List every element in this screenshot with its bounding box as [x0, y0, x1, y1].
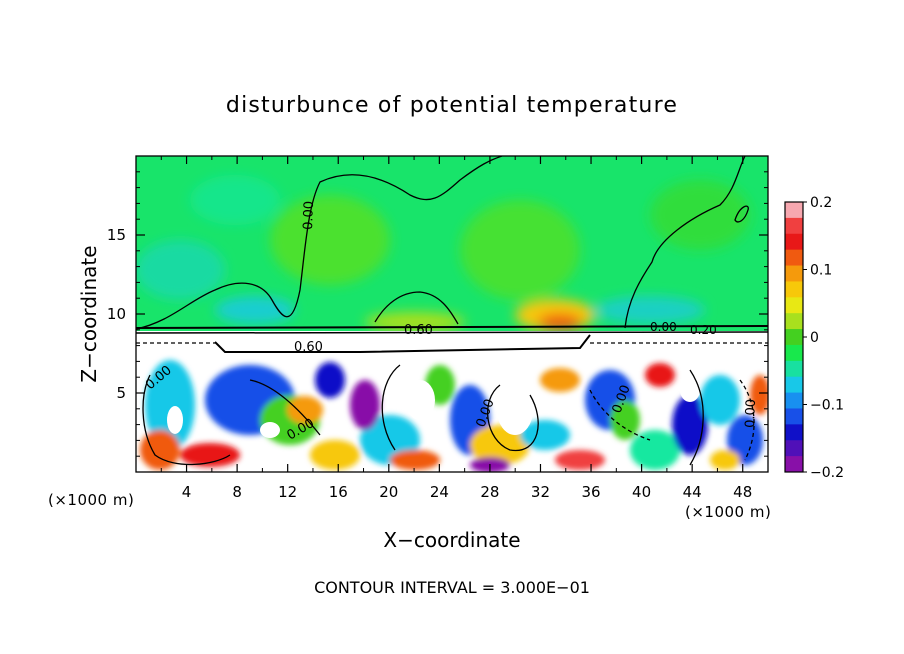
colorbar: [784, 201, 804, 473]
colorbar-tick-label: 0.2: [810, 195, 832, 211]
y-tick-label: 10: [107, 305, 126, 323]
saturated-band: [136, 331, 768, 357]
colorbar-swatch: [785, 376, 803, 394]
contour-zero-upper: [136, 156, 503, 330]
contour-interval-note: CONTOUR INTERVAL = 3.000E−01: [314, 578, 590, 597]
contour-060-lower: [214, 334, 591, 353]
x-tick-label: 20: [379, 483, 398, 501]
x-tick-label: 12: [278, 483, 297, 501]
colorbar-swatch: [785, 249, 803, 267]
colorbar-swatch: [785, 329, 803, 346]
contour-bottom-band-2: [136, 331, 768, 334]
colorbar-swatch: [785, 424, 803, 441]
contour-eddy-5: [589, 389, 651, 441]
colorbar-swatch: [785, 217, 803, 235]
y-tick-label: 15: [107, 226, 126, 244]
colorbar-tick-label: −0.2: [810, 465, 844, 481]
y-axis-title: Z−coordinate: [77, 245, 101, 382]
contour-zero-hump: [374, 291, 459, 325]
y-axis: 5 10 15: [107, 171, 768, 457]
colorbar-swatch: [785, 456, 803, 473]
x-axis-title: X−coordinate: [383, 528, 520, 552]
contour-label: 0.60: [294, 340, 323, 355]
colorbar-swatch: [785, 408, 803, 425]
x-unit-label-right: (×1000 m): [685, 503, 771, 521]
contour-label: 0.00: [743, 399, 759, 428]
x-tick-label: 32: [531, 483, 550, 501]
y-tick-label: 5: [116, 384, 126, 402]
colorbar-tick-label: 0.1: [810, 263, 832, 279]
eddy-cores: [167, 378, 700, 438]
contour-eddy-1: [142, 374, 231, 466]
x-tick-label: 28: [480, 483, 499, 501]
colorbar-swatch: [785, 265, 803, 282]
x-tick-label: 4: [182, 483, 192, 501]
contour-lines: [136, 156, 768, 466]
x-tick-label: 48: [733, 483, 752, 501]
colorbar-swatch: [785, 297, 803, 314]
contour-zero-right: [624, 156, 746, 329]
x-tick-label: 44: [683, 483, 702, 501]
contour-zero-cell: [734, 205, 749, 223]
colorbar-swatch: [785, 233, 803, 251]
colorbar-labels: 0.2 0.1 0 −0.1 −0.2: [803, 195, 844, 481]
plot-area: 0.00 0.00 0.60 0.60 0.00 0.00 0.00 0.00 …: [136, 156, 768, 472]
x-tick-label: 36: [581, 483, 600, 501]
contour-eddy-2: [249, 379, 321, 436]
colorbar-swatch: [785, 313, 803, 330]
colorbar-swatch: [785, 392, 803, 409]
x-axis: 4 8 12 16 20 24 28 32 36 40 44 48: [160, 156, 752, 501]
contour-eddy-7: [739, 379, 755, 461]
x-unit-label-left: (×1000 m): [48, 491, 134, 509]
contour-label: 0.60: [404, 323, 433, 338]
colorbar-swatch: [785, 360, 803, 378]
colorbar-swatch: [785, 344, 803, 362]
x-tick-label: 40: [632, 483, 651, 501]
colorbar-swatch: [785, 281, 803, 298]
contour-label: 0.00: [650, 320, 677, 334]
colorbar-tick-label: −0.1: [810, 398, 844, 414]
colorbar-swatch: [785, 202, 803, 219]
x-tick-label: 8: [232, 483, 242, 501]
contour-eddy-4: [487, 384, 539, 451]
contour-label: 0.20: [690, 323, 717, 337]
colorbar-swatch: [785, 440, 803, 457]
colorbar-tick-label: 0: [810, 330, 819, 346]
x-tick-label: 16: [329, 483, 348, 501]
contour-bottom-band: [136, 325, 768, 329]
x-tick-label: 24: [430, 483, 449, 501]
contour-eddy-3: [381, 364, 401, 451]
contour-label: 0.00: [301, 201, 317, 230]
chart-title: disturbunce of potential temperature: [226, 93, 678, 118]
contour-eddy-6: [689, 369, 704, 466]
